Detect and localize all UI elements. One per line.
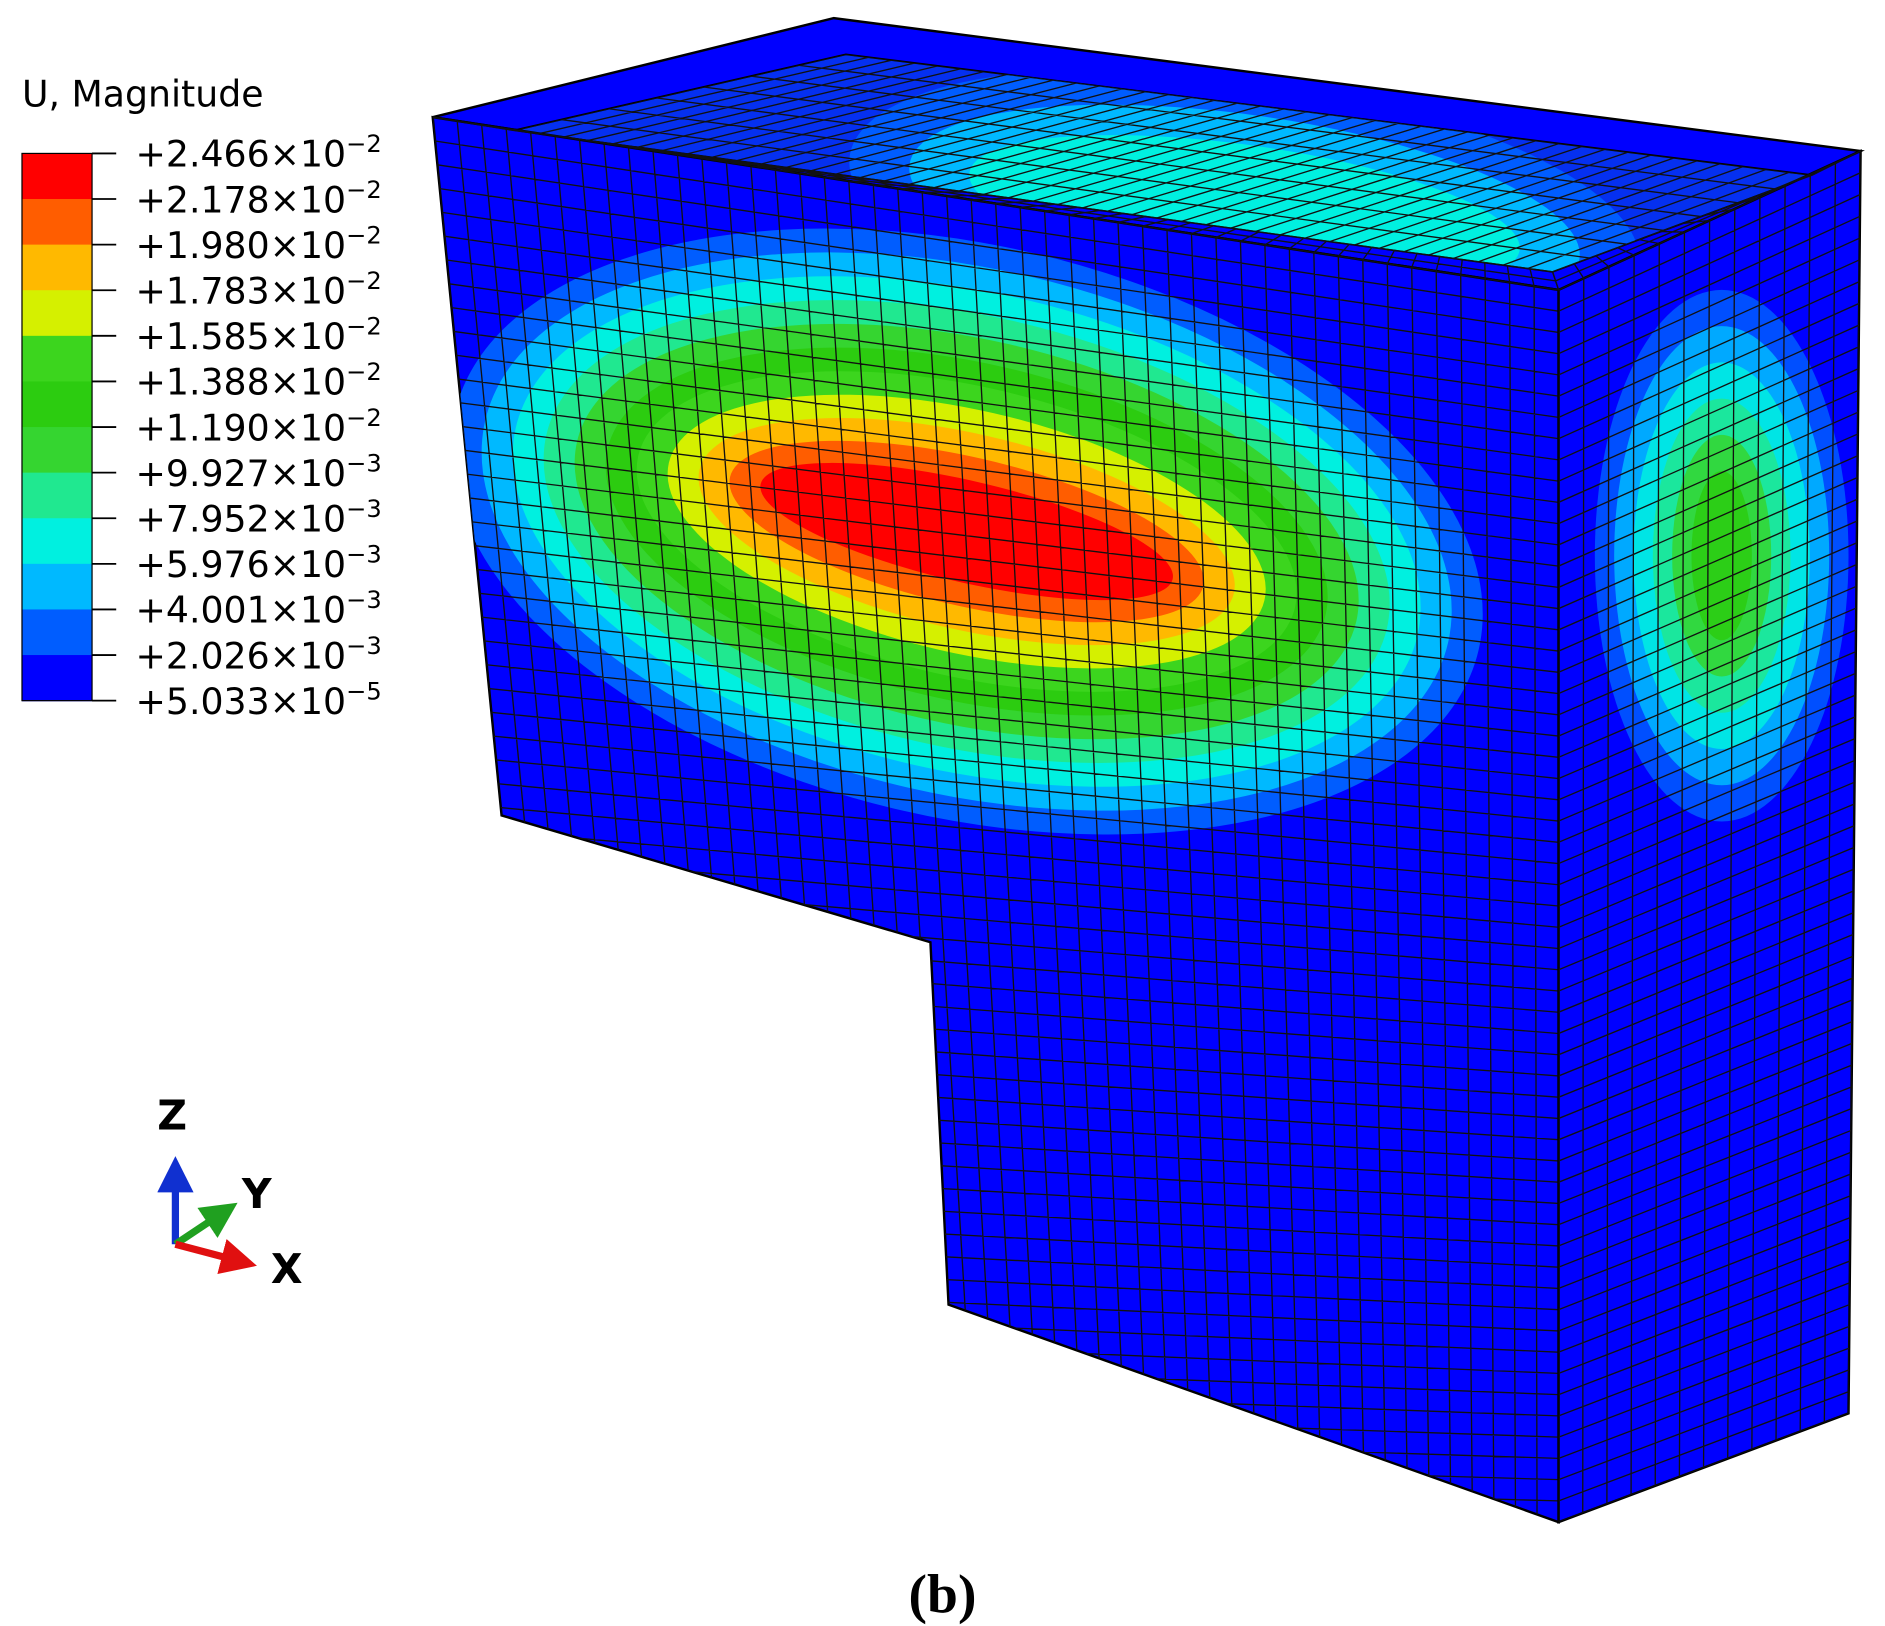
legend-exponent: −2 [346,176,382,204]
legend-mantissa: +1.783×10 [136,270,347,313]
legend-exponent: −2 [346,358,382,386]
legend-exponent: −2 [346,130,382,158]
legend-swatch [21,244,93,291]
y-label: Y [241,1170,273,1218]
legend-exponent: −3 [346,449,382,477]
legend-label: +1.783×10−2 [136,267,382,312]
legend-label: +2.466×10−2 [136,130,382,175]
right-contours [1558,151,1861,1523]
legend-label: +4.001×10−3 [136,586,382,631]
legend: U, Magnitude +2.466×10−2+2.178×10−2+1.98… [21,72,382,723]
legend-exponent: −5 [346,677,382,705]
legend-swatch [21,472,93,519]
legend-label: +2.178×10−2 [136,176,382,221]
legend-mantissa: +1.190×10 [136,406,347,449]
legend-mantissa: +2.466×10 [136,133,347,176]
legend-label: +5.033×10−5 [136,677,382,722]
legend-label: +2.026×10−3 [136,632,382,677]
legend-label: +7.952×10−3 [136,495,382,540]
mesh-lines [432,116,1560,291]
contour-band [1691,471,1752,641]
legend-label: +9.927×10−3 [136,449,382,494]
legend-mantissa: +9.927×10 [136,452,347,495]
z-label: Z [157,1092,187,1140]
legend-exponent: −3 [346,586,382,614]
legend-swatch [21,290,93,337]
legend-mantissa: +4.001×10 [136,589,347,632]
legend-swatch [21,655,93,702]
legend-swatch [21,199,93,246]
legend-swatch [21,518,93,565]
legend-mantissa: +2.178×10 [136,178,347,221]
legend-exponent: −3 [346,495,382,523]
legend-title: U, Magnitude [22,72,264,115]
legend-mantissa: +5.033×10 [136,680,347,723]
legend-mantissa: +5.976×10 [136,543,347,586]
legend-swatch [21,335,93,383]
legend-label: +1.585×10−2 [136,313,382,358]
legend-swatch [21,381,93,428]
legend-exponent: −3 [346,541,382,569]
x-label: X [271,1245,303,1293]
legend-label: +1.388×10−2 [136,358,382,403]
legend-exponent: −2 [346,404,382,432]
legend-swatch [21,427,93,474]
legend-exponent: −2 [346,221,382,249]
legend-label: +1.980×10−2 [136,221,382,266]
legend-exponent: −3 [346,632,382,660]
contour-band [760,462,1173,601]
legend-mantissa: +1.980×10 [136,224,347,267]
legend-mantissa: +1.388×10 [136,361,347,404]
legend-swatch [21,563,93,611]
legend-exponent: −2 [346,313,382,341]
axis-triad: Z Y X [157,1092,302,1293]
x-arrow [174,1239,257,1275]
mesh-lines [1551,150,1861,291]
mesh-lines [1558,151,1861,1523]
front-contours [432,117,1559,1523]
legend-swatch [21,609,93,656]
legend-exponent: −2 [346,267,382,295]
y-arrow [173,1202,238,1248]
legend-swatch [21,153,93,200]
legend-label: +5.976×10−3 [136,541,382,586]
legend-label: +1.190×10−2 [136,404,382,449]
mesh-model [431,16,1865,1524]
caption: (b) [909,1564,977,1626]
legend-mantissa: +7.952×10 [136,498,347,541]
legend-mantissa: +2.026×10 [136,634,347,677]
legend-mantissa: +1.585×10 [136,315,347,358]
mesh-lines [513,54,1813,272]
